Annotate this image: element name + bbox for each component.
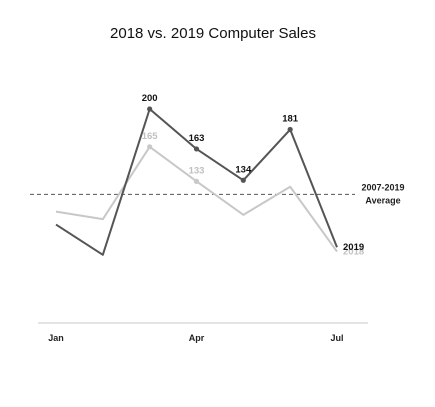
series-label-2019: 2019 <box>343 242 364 253</box>
series-line-2018 <box>55 145 338 253</box>
series-label-2018: 2018 <box>343 247 364 258</box>
x-tick-Jul: Jul <box>330 333 343 343</box>
x-tick-labels: Jan Apr Jul <box>48 333 343 343</box>
average-label-line2: Average <box>365 195 400 205</box>
data-point-2018-Apr <box>193 178 200 184</box>
reference-layer: 2007-2019 Average <box>30 182 405 205</box>
series-layer <box>55 106 338 256</box>
data-label-layer: 165 133 2018 200 163 134 181 2019 <box>142 93 364 258</box>
x-tick-Apr: Apr <box>189 333 205 343</box>
average-label-line1: 2007-2019 <box>361 182 404 192</box>
data-label-2019-Mar: 200 <box>142 93 158 104</box>
data-point-2019-Jun <box>287 126 293 133</box>
x-tick-Jan: Jan <box>48 333 64 343</box>
data-label-2018-Mar: 165 <box>142 131 159 142</box>
data-point-2019-Mar <box>147 106 153 112</box>
data-point-2019-Apr <box>193 146 200 152</box>
data-point-2019-May <box>240 177 246 183</box>
data-label-2018-Apr: 133 <box>189 165 205 176</box>
data-label-2019-Jun: 181 <box>282 114 299 125</box>
data-label-2019-Apr: 163 <box>189 133 205 144</box>
chart-title: 2018 vs. 2019 Computer Sales <box>110 25 316 42</box>
data-point-2018-Mar <box>147 144 153 150</box>
data-label-2019-May: 134 <box>235 164 252 175</box>
